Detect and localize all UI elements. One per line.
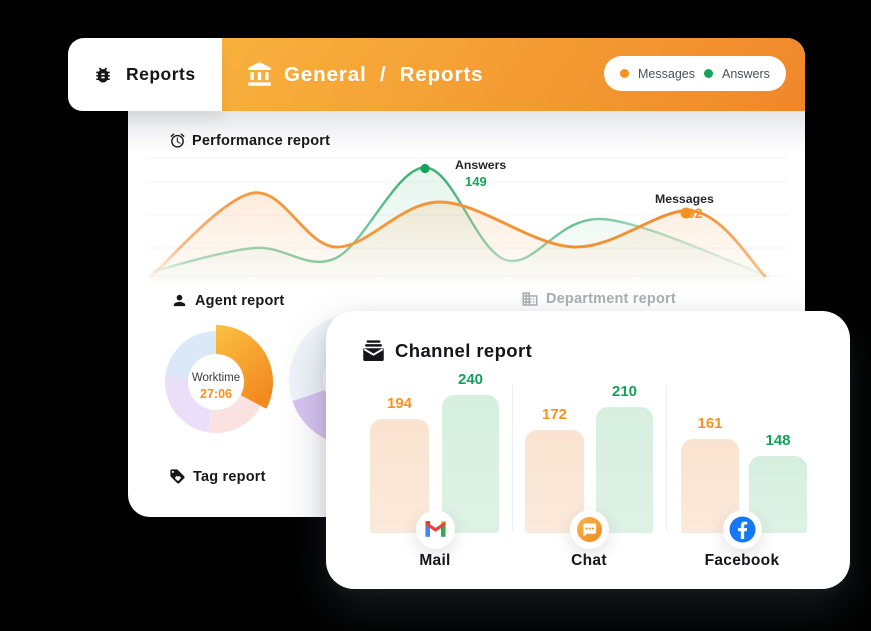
svg-text:27:06: 27:06 [200,387,232,401]
svg-text:Messages: Messages [655,192,714,206]
svg-text:Worktime: Worktime [192,372,240,384]
svg-text:Answers: Answers [455,158,506,172]
svg-text:92: 92 [687,205,703,221]
svg-text:149: 149 [465,174,487,189]
